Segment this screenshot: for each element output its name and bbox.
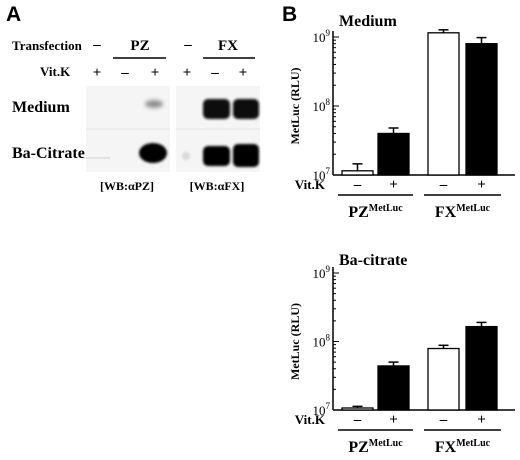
y-tick-label: 108 (313, 333, 331, 350)
group-label: FXMetLuc (435, 438, 491, 456)
bar (341, 407, 374, 411)
band (145, 100, 163, 108)
x-tick-label: – (353, 412, 362, 428)
group-name-fx: FX (218, 38, 238, 54)
x-tick-label: – (353, 177, 362, 193)
vitk-mark: + (239, 65, 248, 81)
x-tick-label: + (389, 177, 398, 193)
vitk-mark: – (120, 65, 129, 81)
bar (377, 365, 410, 411)
group-label: FXMetLuc (435, 203, 491, 221)
chart-title: Medium (339, 13, 397, 30)
x-tick-label: + (477, 412, 486, 428)
band (203, 146, 230, 166)
x-tick-label: + (477, 177, 486, 193)
vitk-label-b: Vit.K (295, 412, 326, 427)
group-label: PZMetLuc (348, 438, 403, 456)
panel-a-letter: A (6, 3, 21, 26)
bar (465, 325, 498, 411)
row-label-ba-citrate: Ba-Citrate (12, 145, 85, 162)
panel-b-letter: B (282, 3, 297, 26)
group-label: PZMetLuc (348, 203, 403, 221)
bar (341, 170, 374, 176)
blot-label-fx: [WB:αFX] (190, 179, 245, 193)
transfection-mark: – (92, 37, 101, 53)
blot-fx (176, 86, 260, 172)
blot-label-pz: [WB:αPZ] (100, 179, 154, 193)
vitk-label-a: Vit.K (40, 64, 71, 79)
vitk-mark: + (151, 65, 160, 81)
y-axis-label: MetLuc (RLU) (288, 303, 302, 380)
x-tick-label: + (389, 412, 398, 428)
row-label-medium: Medium (12, 99, 70, 116)
band (233, 99, 259, 119)
group-name-pz: PZ (130, 38, 149, 54)
y-tick-label: 108 (313, 97, 331, 114)
chart-title: Ba-citrate (339, 252, 407, 269)
y-tick-label: 109 (313, 264, 331, 281)
vitk-mark: – (210, 65, 219, 81)
vitk-label-b: Vit.K (295, 177, 326, 192)
bar (427, 32, 460, 176)
x-tick-label: – (439, 177, 448, 193)
vitk-mark: + (93, 65, 102, 81)
bar (377, 132, 410, 176)
band (203, 99, 230, 119)
band (139, 143, 167, 163)
bar (465, 43, 498, 176)
y-tick-label: 109 (313, 28, 331, 45)
blot-pz (86, 86, 170, 172)
vitk-mark: + (183, 65, 192, 81)
band (233, 144, 259, 167)
y-axis-label: MetLuc (RLU) (288, 68, 302, 145)
transfection-label: Transfection (12, 38, 83, 53)
transfection-mark: – (183, 37, 192, 53)
band (182, 152, 190, 160)
bar (427, 347, 460, 411)
x-tick-label: – (439, 412, 448, 428)
